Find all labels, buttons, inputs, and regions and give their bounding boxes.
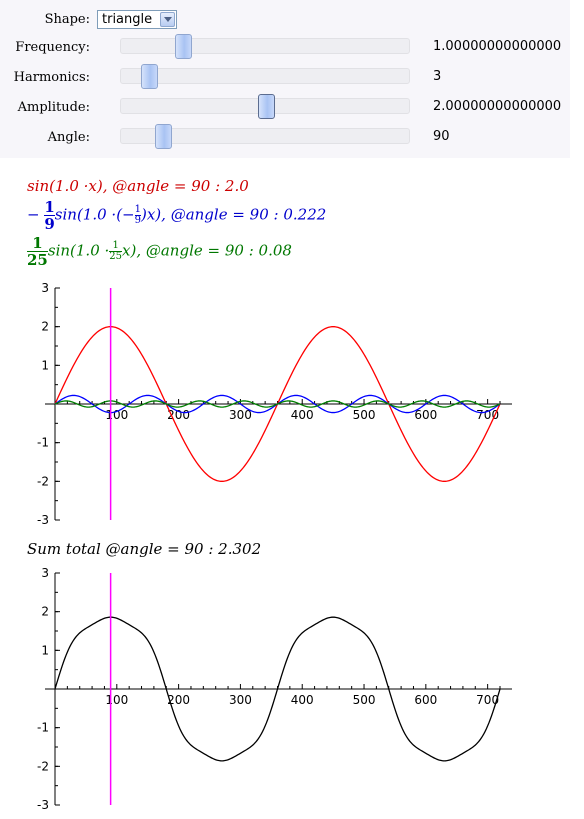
- chart1-x-tick-label: 600: [414, 408, 437, 422]
- formula-green-fraction: 1 25: [27, 234, 48, 269]
- chart1-y-tick-label: -3: [37, 513, 49, 527]
- chart2-x-tick-label: 500: [353, 693, 376, 707]
- chart1-y-tick-label: 3: [41, 281, 49, 295]
- formula-blue-sign: −: [27, 205, 40, 224]
- angle-slider-handle[interactable]: [155, 124, 172, 149]
- formula-red-text: sin(1.0 ·x), @angle = 90 : 2.0: [27, 177, 249, 195]
- frequency-label: Frequency:: [15, 40, 90, 55]
- shape-label: Shape:: [44, 12, 90, 27]
- chart2-y-tick-label: 3: [41, 566, 49, 580]
- chart2-y-tick-label: -3: [37, 798, 49, 812]
- chart1-x-tick-label: 100: [105, 408, 128, 422]
- formula-blue-text-a: sin(1.0 ·(−: [54, 205, 135, 224]
- amplitude-value: 2.00000000000000: [433, 99, 562, 114]
- sum-total-label: Sum total @angle = 90 : 2.302: [27, 540, 261, 558]
- chart1-y-tick-label: 1: [41, 358, 49, 372]
- shape-select[interactable]: triangle: [97, 10, 177, 29]
- chart1-y-tick-label: -2: [37, 474, 49, 488]
- chart2-y-tick-label: -2: [37, 759, 49, 773]
- chart2-series-0: [54, 616, 501, 762]
- formula-green-small-fraction: 1 25: [109, 240, 123, 262]
- chart2-x-tick-label: 700: [476, 693, 499, 707]
- angle-slider[interactable]: [120, 124, 410, 149]
- chart2-x-tick-label: 600: [414, 693, 437, 707]
- harmonics-slider-handle[interactable]: [141, 64, 158, 89]
- chart2-y-tick-label: 1: [41, 643, 49, 657]
- frequency-slider-handle[interactable]: [175, 34, 192, 59]
- frequency-slider[interactable]: [120, 34, 410, 59]
- amplitude-slider[interactable]: [120, 94, 410, 119]
- harmonics-slider[interactable]: [120, 64, 410, 89]
- angle-value: 90: [433, 129, 450, 144]
- chart1-y-tick-label: 2: [41, 320, 49, 334]
- chart2-y-tick-label: -1: [37, 721, 49, 735]
- amplitude-slider-handle[interactable]: [258, 94, 275, 119]
- shape-select-value: triangle: [102, 12, 153, 27]
- harmonics-label: Harmonics:: [13, 70, 90, 85]
- formula-red: sin(1.0 ·x), @angle = 90 : 2.0: [27, 177, 249, 195]
- harmonics-value: 3: [433, 69, 442, 84]
- chart1-x-tick-label: 400: [291, 408, 314, 422]
- amplitude-label: Amplitude:: [17, 100, 90, 115]
- chart2-y-tick-label: 2: [41, 605, 49, 619]
- angle-label: Angle:: [47, 130, 90, 145]
- formula-blue-text-b: )x), @angle = 90 : 0.222: [141, 205, 327, 224]
- chart2-x-tick-label: 200: [167, 693, 190, 707]
- frequency-value: 1.00000000000000: [433, 39, 562, 54]
- formula-green-text-b: x), @angle = 90 : 0.08: [122, 241, 292, 260]
- chart1-x-tick-label: 300: [229, 408, 252, 422]
- chart1-series-2: [54, 400, 501, 408]
- formula-green-text-a: sin(1.0 ·: [47, 241, 110, 260]
- chevron-down-icon[interactable]: [160, 12, 175, 27]
- chart2-x-tick-label: 100: [105, 693, 128, 707]
- chart1-y-tick-label: -1: [37, 436, 49, 450]
- sum-total-chart: -3 -2 -1 1 2 3 100 200 300 400 500 600 700: [37, 566, 512, 812]
- formula-blue: − 1 9 sin(1.0 ·(− 1 9)x), @angle = 90 : 0.22…: [27, 199, 326, 232]
- chart2-x-tick-label: 300: [229, 693, 252, 707]
- chart2-x-tick-label: 400: [291, 693, 314, 707]
- formula-green: 1 25 sin(1.0 · 1 25 x), @angle = 90 : 0.08: [27, 235, 292, 268]
- sum-total-text: Sum total @angle = 90 : 2.302: [27, 540, 262, 558]
- chart1-x-tick-label: 500: [353, 408, 376, 422]
